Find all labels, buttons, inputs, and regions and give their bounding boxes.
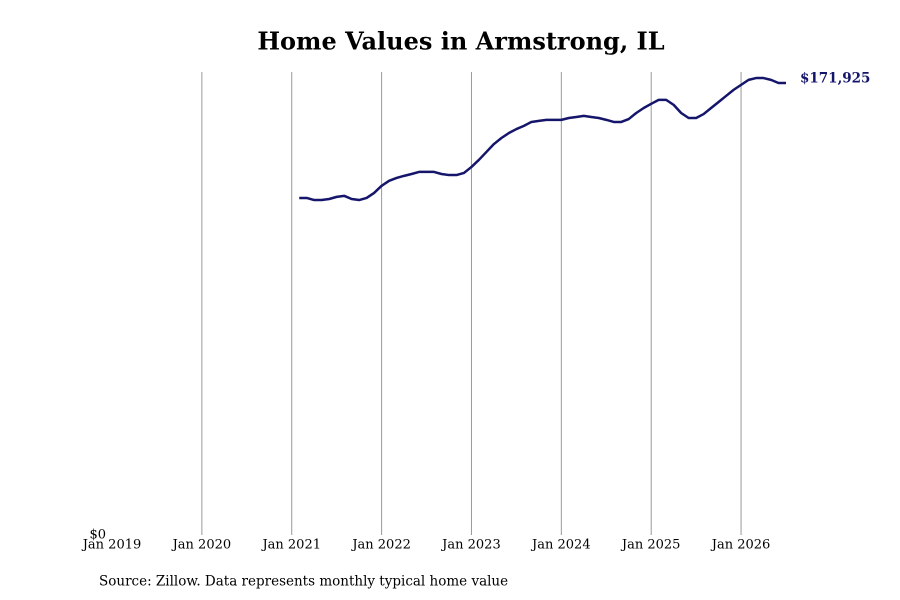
chart-title: Home Values in Armstrong, IL xyxy=(257,27,664,56)
x-tick-label: Jan 2019 xyxy=(81,538,142,553)
x-tick-label: Jan 2026 xyxy=(710,538,771,553)
x-tick-label: Jan 2022 xyxy=(350,538,411,553)
x-tick-label: Jan 2021 xyxy=(260,538,321,553)
data-line xyxy=(299,76,786,202)
x-tick-label: Jan 2024 xyxy=(530,538,591,553)
x-tick-label: Jan 2023 xyxy=(440,538,501,553)
x-tick-label: Jan 2025 xyxy=(620,538,681,553)
value-label: $171,925 xyxy=(800,70,870,86)
y-tick-label: $0 xyxy=(89,528,106,543)
source-note: Source: Zillow. Data represents monthly … xyxy=(99,574,508,590)
x-tick-label: Jan 2020 xyxy=(171,538,232,553)
